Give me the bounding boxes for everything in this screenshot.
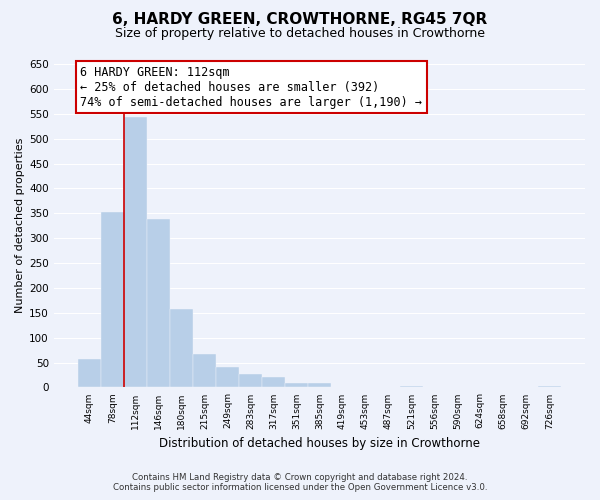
Bar — [147, 219, 170, 388]
Bar — [538, 386, 561, 388]
Bar — [216, 367, 239, 388]
Bar — [308, 384, 331, 388]
X-axis label: Distribution of detached houses by size in Crowthorne: Distribution of detached houses by size … — [159, 437, 480, 450]
Bar — [262, 377, 285, 388]
Bar — [78, 359, 101, 388]
Bar — [124, 117, 147, 388]
Bar — [239, 374, 262, 388]
Text: 6 HARDY GREEN: 112sqm
← 25% of detached houses are smaller (392)
74% of semi-det: 6 HARDY GREEN: 112sqm ← 25% of detached … — [80, 66, 422, 108]
Bar — [170, 310, 193, 388]
Text: Contains HM Land Registry data © Crown copyright and database right 2024.
Contai: Contains HM Land Registry data © Crown c… — [113, 473, 487, 492]
Text: 6, HARDY GREEN, CROWTHORNE, RG45 7QR: 6, HARDY GREEN, CROWTHORNE, RG45 7QR — [112, 12, 488, 28]
Bar — [101, 212, 124, 388]
Bar — [193, 354, 216, 388]
Y-axis label: Number of detached properties: Number of detached properties — [15, 138, 25, 314]
Text: Size of property relative to detached houses in Crowthorne: Size of property relative to detached ho… — [115, 28, 485, 40]
Bar — [400, 386, 423, 388]
Bar — [285, 384, 308, 388]
